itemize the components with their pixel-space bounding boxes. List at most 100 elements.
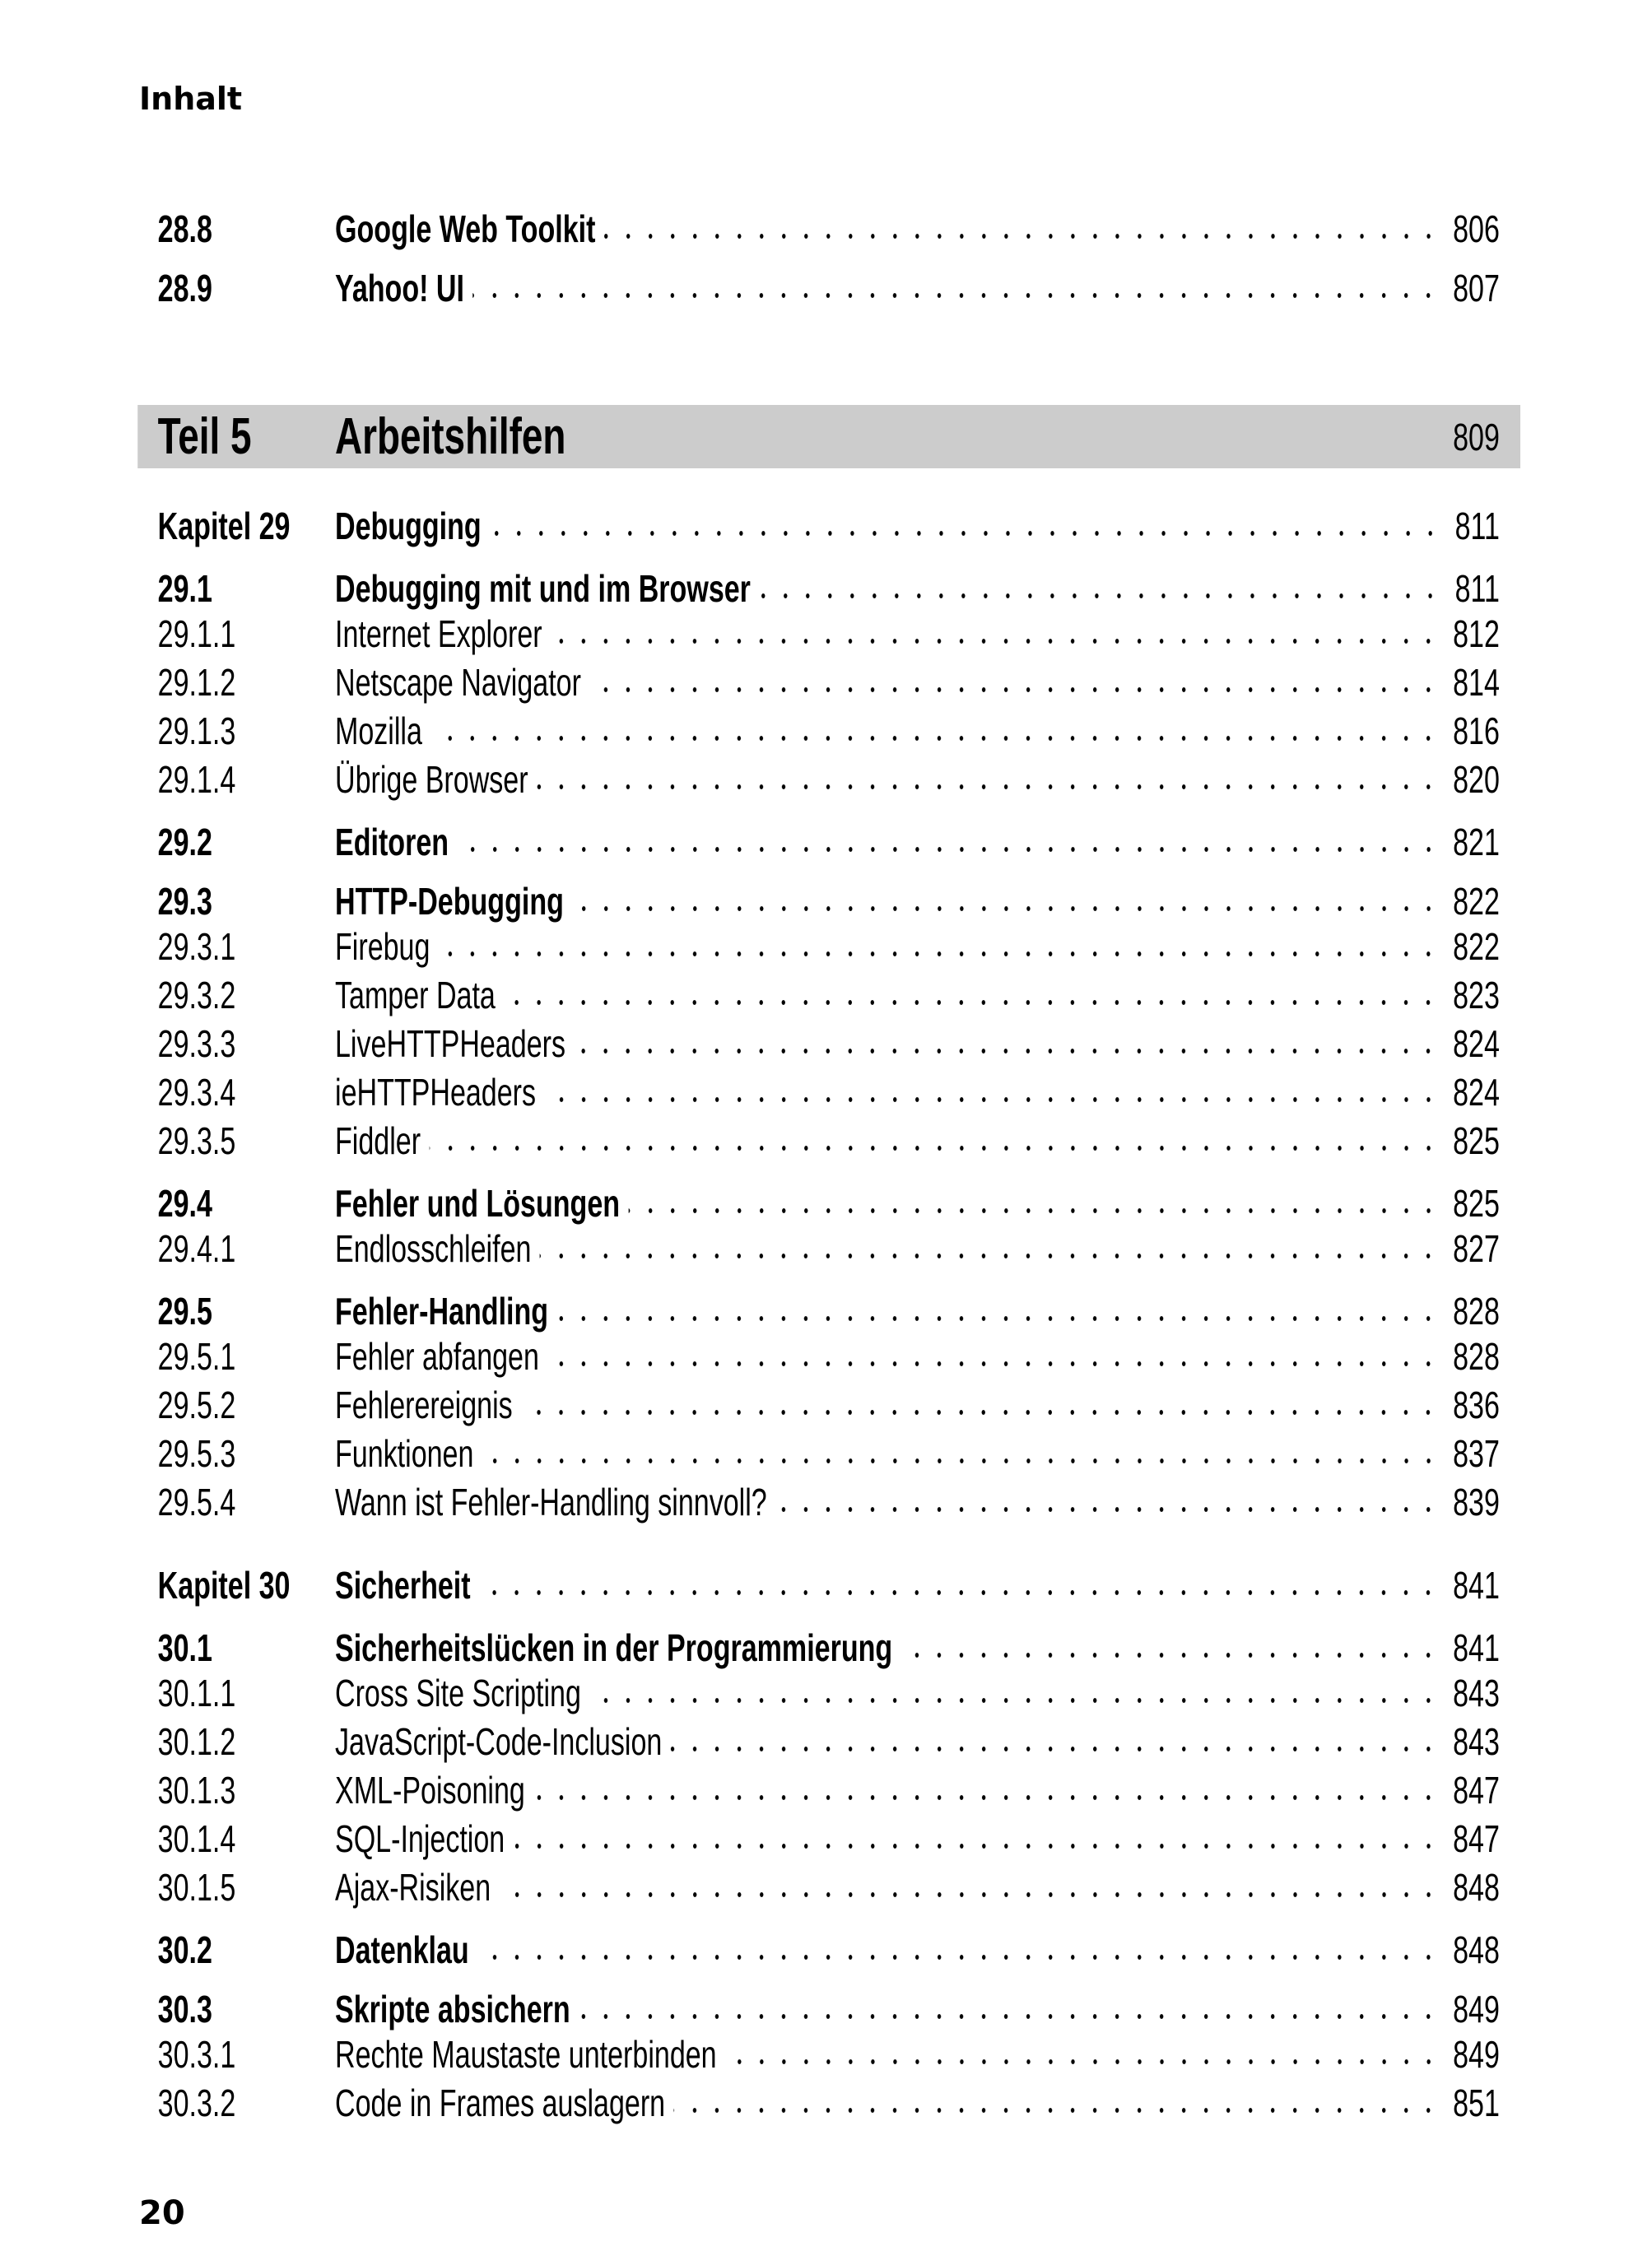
entry-number: 29.3.3 [157,1021,236,1065]
dot-leader [438,949,1440,959]
part-page: 809 [1453,415,1500,458]
toc-entry: 30.3.2 Code in Frames auslagern 851 [158,2078,1500,2127]
entry-page: 841 [1453,1563,1500,1607]
part-title: Arbeitshilfen [335,408,566,465]
toc-content: 28.8 Google Web Toolkit 806 28.9 Yahoo! UI 80… [0,190,1652,2127]
entry-number: 30.3 [157,1987,212,2030]
entry-title: Debugging mit und im Browser [335,566,751,610]
dot-leader [430,733,1440,743]
toc-entry: 28.8 Google Web Toolkit 806 [158,204,1500,253]
toc-entry: 29.3.2 Tamper Data 823 [158,970,1500,1019]
entry-title: Tamper Data [335,973,496,1016]
entry-title: Firebug [335,924,430,968]
dot-leader [574,1046,1440,1056]
entry-number: Kapitel 29 [157,504,291,547]
entry-page: 820 [1453,757,1500,801]
entry-number: 29.5.3 [157,1431,236,1475]
toc-entry: 29.5.1 Fehler abfangen 828 [158,1332,1500,1380]
entry-page: 824 [1453,1070,1500,1114]
dot-leader [589,1695,1440,1705]
toc-entry: 30.1.3 XML-Poisoning 847 [158,1765,1500,1814]
dot-leader [900,1650,1440,1660]
entry-title: Endlosschleifen [335,1226,532,1270]
entry-page: 828 [1453,1289,1500,1333]
entry-page: 843 [1453,1671,1500,1714]
running-head: Inhalt [139,81,243,117]
entry-number: 30.3.1 [157,2032,236,2076]
entry-number: 29.4.1 [157,1226,236,1270]
entry-number: 30.1 [157,1626,212,1669]
entry-number: 28.8 [157,207,212,250]
entry-title: Debugging [335,504,482,547]
entry-title: Code in Frames auslagern [335,2081,666,2124]
toc-entry: 29.4.1 Endlosschleifen 827 [158,1224,1500,1272]
entry-title: Fehler abfangen [335,1334,539,1378]
entry-page: 822 [1453,879,1500,923]
toc-entry: 29.3.5 Fiddler 825 [158,1116,1500,1165]
toc-entry: 29.5 Fehler-Handling 828 [158,1286,1500,1335]
entry-title: Google Web Toolkit [335,207,596,250]
entry-title: Netscape Navigator [335,660,581,704]
entry-page: 847 [1453,1768,1500,1812]
entry-page: 811 [1454,504,1500,547]
entry-number: 30.2 [157,1928,212,1971]
entry-number: 29.3.5 [157,1119,236,1162]
entry-title: Fehler und Lösungen [335,1181,621,1225]
toc-chapter-entry: Kapitel 29 Debugging 811 [158,501,1500,550]
entry-page: 822 [1453,924,1500,968]
dot-leader [589,685,1440,695]
dot-leader [533,1793,1440,1802]
toc-entry: 29.5.4 Wann ist Fehler-Handling sinnvoll?… [158,1477,1500,1526]
toc-entry: 29.3.4 ieHTTPHeaders 824 [158,1068,1500,1116]
toc-entry: 29.3.3 LiveHTTPHeaders 824 [158,1019,1500,1068]
dot-leader [504,998,1440,1007]
dot-leader [429,1143,1440,1153]
entry-page: 849 [1453,1987,1500,2030]
dot-leader [670,1744,1440,1754]
entry-page: 843 [1453,1719,1500,1763]
entry-number: 29.1.2 [157,660,236,704]
entry-number: 29.3.4 [157,1070,236,1114]
part-label: Teil 5 [157,408,252,465]
entry-title: HTTP-Debugging [335,879,564,923]
entry-title: Mozilla [335,709,422,752]
entry-title: Ajax-Risiken [335,1865,491,1909]
entry-number: 29.3.2 [157,973,236,1016]
toc-entry: 30.1 Sicherheitslücken in der Programmier… [158,1623,1500,1672]
entry-page: 825 [1453,1181,1500,1225]
entry-number: 30.1.3 [157,1768,236,1812]
entry-title: Sicherheitslücken in der Programmierung [335,1626,893,1669]
dot-leader [775,1505,1440,1514]
entry-number: 29.1.1 [157,612,236,655]
dot-leader [544,1095,1440,1105]
entry-page: 849 [1453,2032,1500,2076]
dot-leader [457,844,1440,854]
entry-number: 29.1 [157,566,212,610]
dot-leader [521,1407,1440,1417]
entry-page: 824 [1453,1021,1500,1065]
entry-title: XML-Poisoning [335,1768,525,1812]
entry-number: 30.1.4 [157,1816,236,1860]
entry-page: 847 [1453,1816,1500,1860]
entry-page: 841 [1453,1626,1500,1669]
entry-page: 811 [1454,566,1500,610]
entry-number: 29.4 [157,1181,212,1225]
dot-leader [547,1359,1440,1369]
entry-title: ieHTTPHeaders [335,1070,537,1114]
entry-title: Funktionen [335,1431,474,1475]
entry-title: Datenklau [335,1928,469,1971]
entry-title: Editoren [335,820,449,863]
entry-page: 812 [1453,612,1500,655]
entry-page: 825 [1453,1119,1500,1162]
dot-leader [490,528,1442,538]
entry-title: JavaScript-Code-Inclusion [335,1719,663,1763]
toc-entry: 30.3.1 Rechte Maustaste unterbinden 849 [158,2030,1500,2078]
entry-number: 30.1.2 [157,1719,236,1763]
entry-title: Skripte absichern [335,1987,570,2030]
entry-title: SQL-Injection [335,1816,505,1860]
toc-entry: 29.3 HTTP-Debugging 822 [158,877,1500,925]
toc-entry: 29.1.4 Übrige Browser 820 [158,755,1500,803]
entry-page: 848 [1453,1928,1500,1971]
entry-number: 29.3.1 [157,924,236,968]
dot-leader [539,1251,1440,1261]
